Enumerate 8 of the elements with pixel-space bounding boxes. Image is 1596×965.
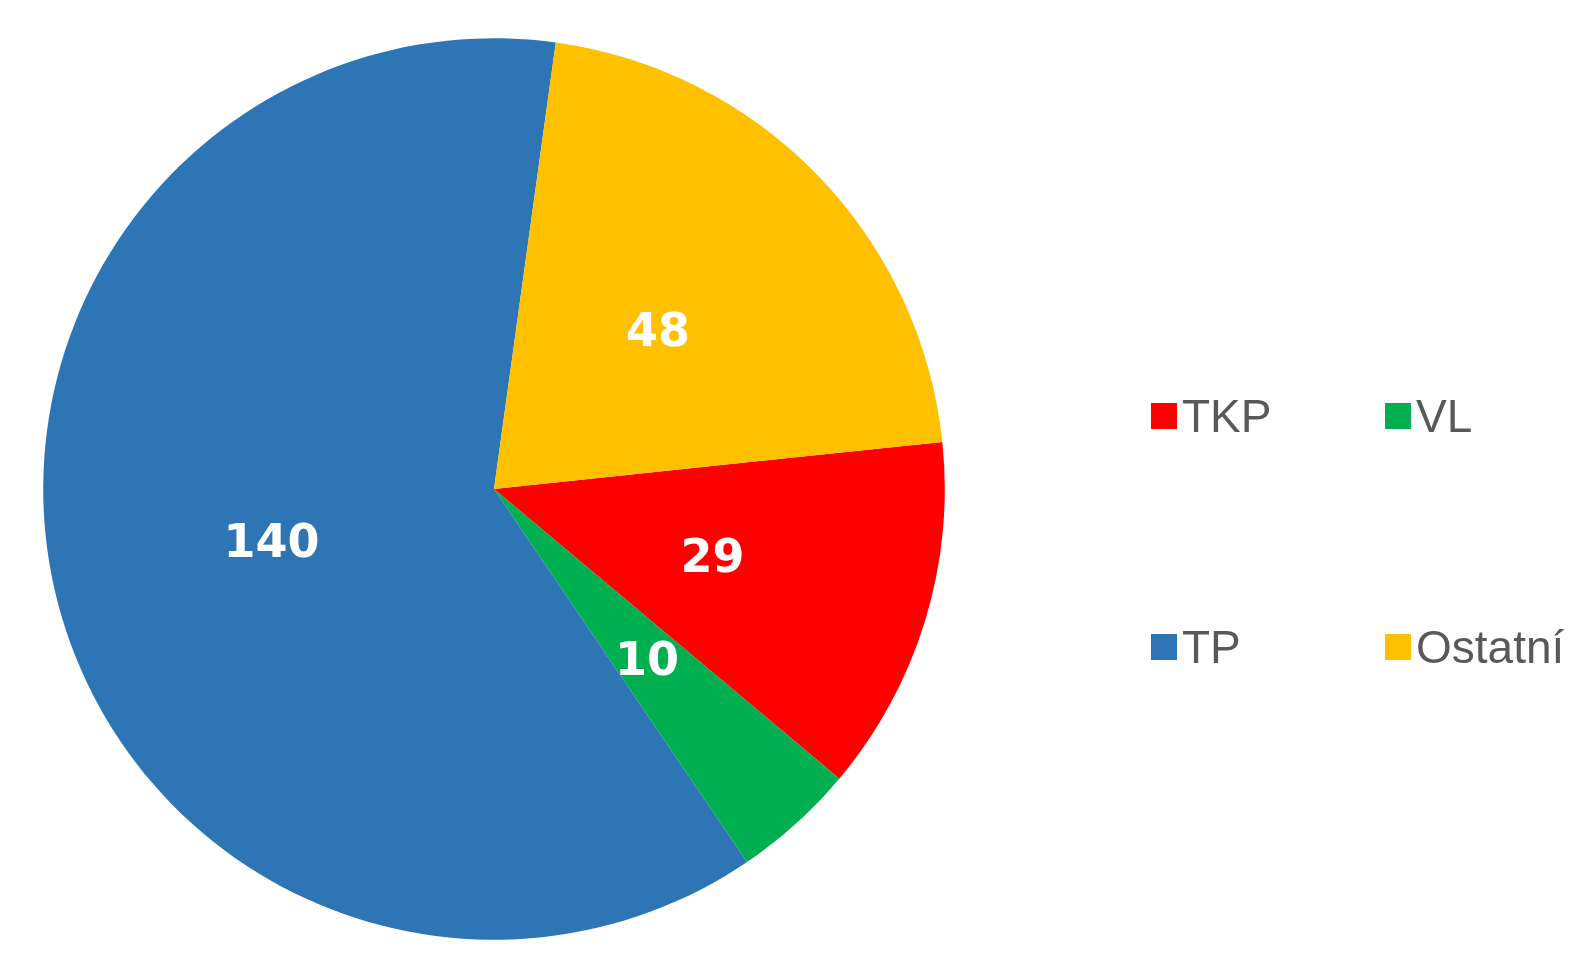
data-label: 48 [626,303,691,358]
legend-label: TP [1182,621,1241,673]
legend-label: TKP [1182,390,1272,442]
legend-label: VL [1416,390,1473,442]
data-label: 29 [680,528,745,583]
data-label: 10 [615,631,680,686]
data-label: 140 [223,513,320,568]
legend-label: Ostatní [1416,621,1565,673]
